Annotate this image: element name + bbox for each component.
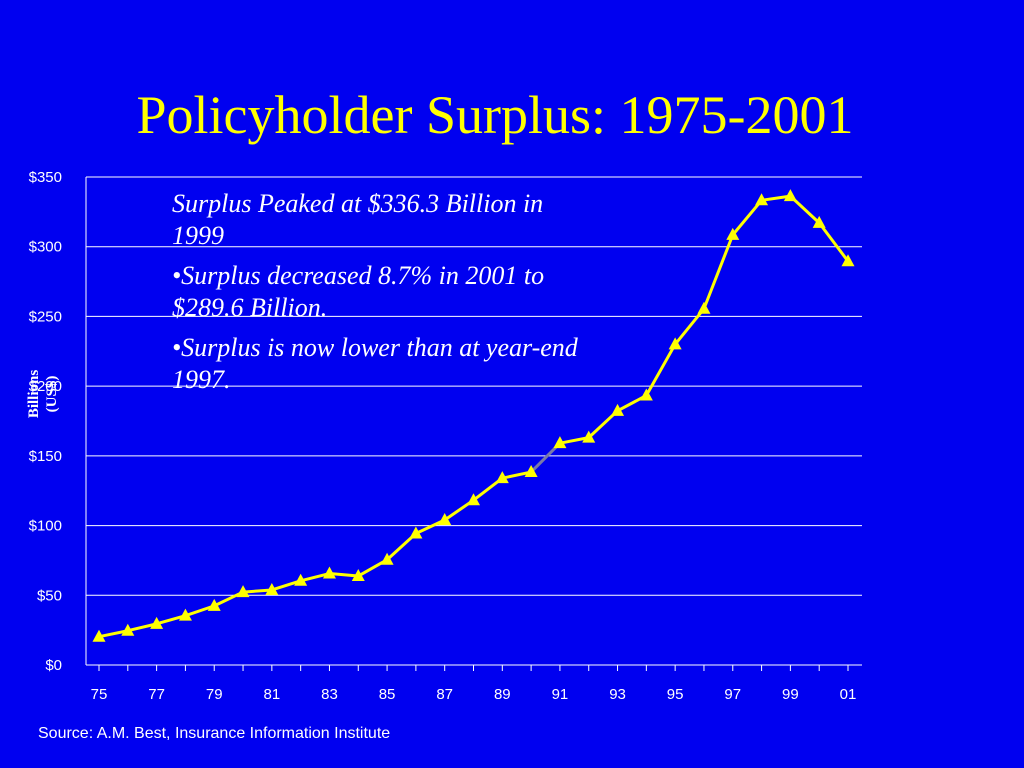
x-tick-label: 89 [494,686,511,703]
y-axis-label: Billions (US$) [25,369,60,419]
data-point-marker [726,227,740,240]
series-segment [558,436,591,445]
x-tick-label: 77 [148,686,165,703]
x-tick-label: 87 [436,686,453,703]
x-tick-label: 93 [609,686,626,703]
data-point-marker [639,388,653,401]
annotation-peak: Surplus Peaked at $336.3 Billion in 1999 [172,189,544,250]
data-point-marker [755,193,769,206]
data-point-marker [524,465,538,478]
y-tick-label: $100 [29,518,62,535]
x-tick-labels: 75 77 79 81 83 85 87 89 91 93 95 97 99 01 [91,686,857,703]
x-tick-label: 01 [840,686,857,703]
data-point-marker [495,471,509,484]
x-tick-label: 79 [206,686,223,703]
chart-title: Policyholder Surplus: 1975-2001 [136,85,854,145]
x-tick-label: 95 [667,686,684,703]
x-tick-label: 83 [321,686,338,703]
x-tick-label: 99 [782,686,799,703]
data-point-marker [207,598,221,611]
series-segment [327,572,360,578]
x-tick-label: 91 [552,686,569,703]
y-tick-label: $150 [29,448,62,465]
x-tick-label: 85 [379,686,396,703]
data-point-marker [611,403,625,416]
data-point-marker [178,608,192,621]
data-point-marker [150,616,164,629]
y-tick-label: $300 [29,239,62,256]
series-segment [155,614,187,626]
y-tick-label: $250 [29,308,62,325]
data-point-marker [668,337,682,350]
y-tick-label: $350 [29,169,62,186]
data-point-marker [265,582,279,595]
series-segment [241,588,274,594]
data-point-marker [409,526,423,539]
data-point-marker [812,215,826,228]
data-point-marker [697,301,711,314]
y-tick-label: $50 [37,587,62,604]
y-axis-label-wrap: Billions (US$) [17,352,69,436]
data-point-marker [92,629,106,642]
source-note: Source: A.M. Best, Insurance Information… [38,725,391,742]
data-point-marker [380,552,394,565]
data-point-marker [351,569,365,582]
data-point-marker [841,254,855,267]
x-tick-label: 97 [724,686,741,703]
data-point-marker [322,566,336,579]
annotation-box: Surplus Peaked at $336.3 Billion in 1999… [172,188,582,404]
y-tick-label: $200 [29,378,62,395]
series-segment [760,194,792,202]
y-tick-label: $0 [45,657,62,674]
y-tick-labels: $0 $50 $100 $150 $200 $250 $300 $350 [29,169,62,674]
series-segment [126,622,159,633]
data-point-marker [553,436,567,449]
series-segment [183,604,216,618]
series-segment [644,342,677,397]
series-segment [702,233,735,311]
series-segment [299,572,331,583]
annotation-decrease: •Surplus decreased 8.7% in 2001 to $289.… [172,261,545,322]
data-point-marker [438,512,452,525]
data-point-marker [467,493,480,506]
series-segment [97,629,130,639]
series-segment [500,470,533,480]
grid-lines [85,176,862,671]
annotation-lower: •Surplus is now lower than at year-end 1… [172,333,578,394]
data-point-marker [236,585,250,598]
x-tick-label: 81 [264,686,281,703]
data-point-marker [294,573,308,586]
series-segment [731,198,764,237]
series-segment [270,579,303,592]
data-point-marker [783,189,797,202]
data-point-marker [582,430,596,443]
x-tick-label: 75 [91,686,108,703]
data-point-marker [121,623,135,636]
series-segment [673,307,706,346]
series-segment [817,221,850,263]
series-markers [92,189,855,642]
